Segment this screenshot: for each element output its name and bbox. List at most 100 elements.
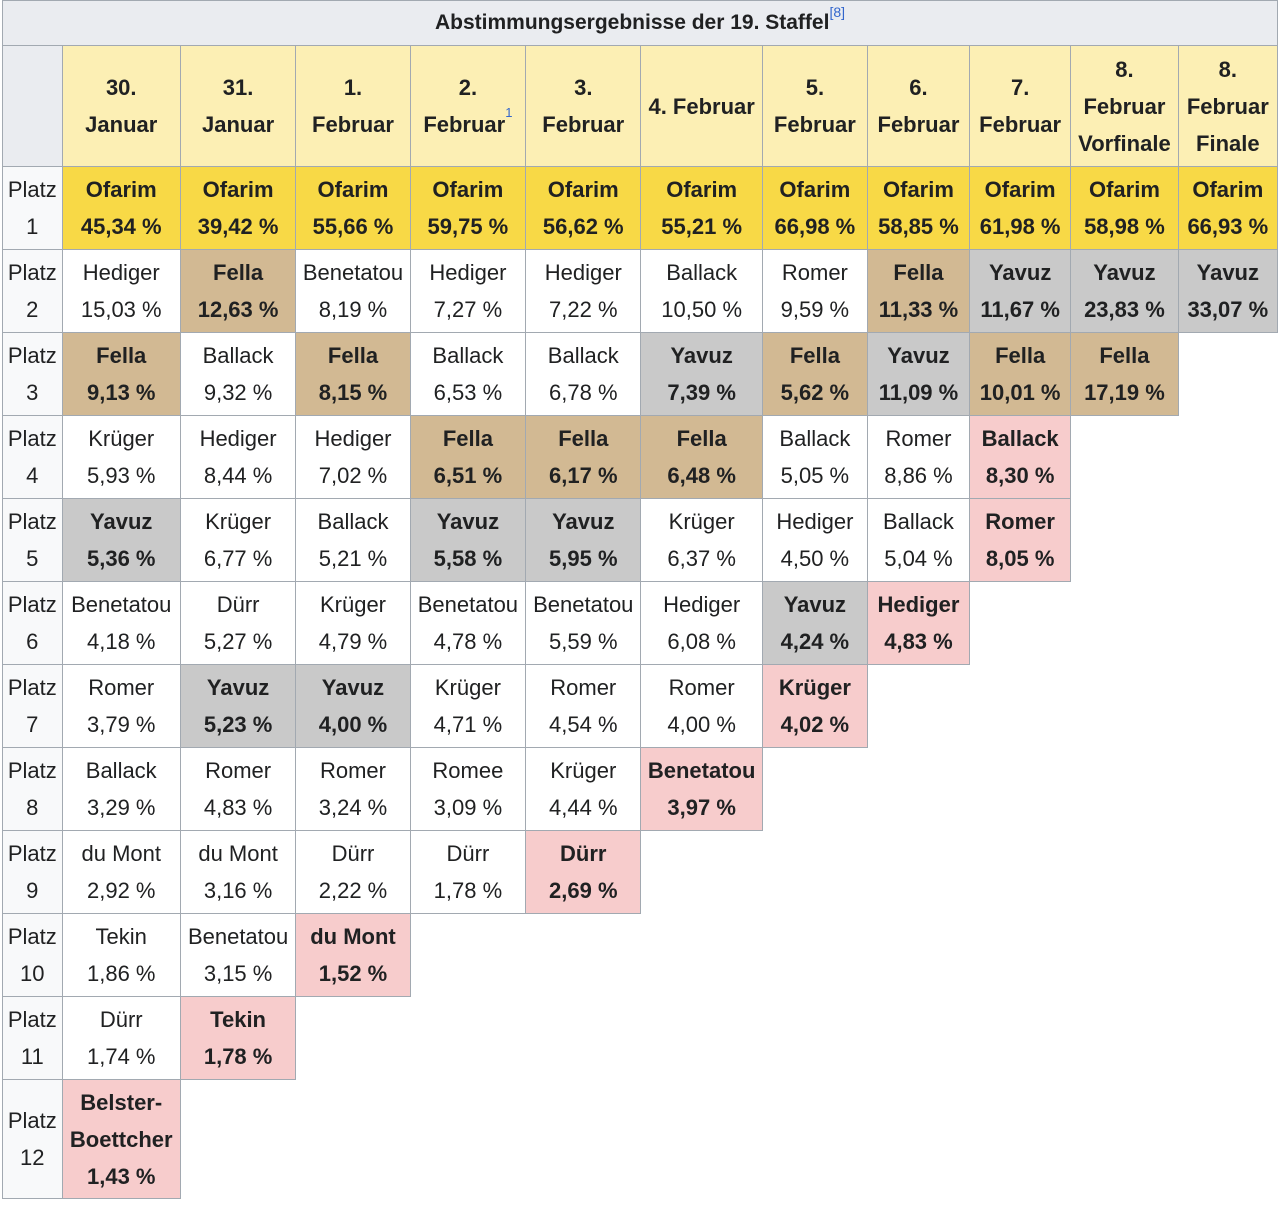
vote-percentage: 5,36 %	[86, 546, 156, 571]
caption-reference-link[interactable]: [8]	[829, 4, 846, 20]
result-cell: Yavuz 5,36 %	[61, 498, 181, 582]
date-header-text: Februar	[1083, 93, 1166, 119]
vote-percentage: 8,30 %	[985, 463, 1055, 488]
vote-percentage: 3,29 %	[86, 795, 156, 820]
result-cell: Hediger 7,22 %	[525, 249, 642, 333]
vote-percentage: 4,50 %	[780, 546, 850, 571]
vote-percentage: 55,21 %	[661, 214, 743, 239]
rank-label-text: 1	[26, 214, 39, 239]
rank-label-text: 9	[26, 878, 39, 903]
vote-percentage: 5,04 %	[884, 546, 953, 571]
candidate-name: Ballack	[85, 758, 157, 783]
vote-percentage: 5,58 %	[433, 546, 503, 571]
candidate-name: du Mont	[310, 924, 396, 949]
result-cell: Ballack 3,29 %	[61, 747, 181, 831]
vote-percentage: 4,83 %	[203, 795, 273, 820]
rank-label: Platz 9	[2, 830, 63, 914]
empty-cell	[1178, 332, 1278, 416]
empty-cell	[1070, 830, 1179, 914]
candidate-name: Ofarim	[779, 177, 851, 202]
corner-cell	[2, 45, 63, 167]
rank-label-text: 11	[20, 1044, 44, 1069]
empty-cell	[969, 996, 1071, 1080]
result-cell: Hediger 4,50 %	[761, 498, 868, 582]
result-cell: Dürr 2,22 %	[295, 830, 411, 914]
empty-cell	[525, 913, 641, 997]
result-cell: Fella 6,17 %	[525, 415, 642, 499]
empty-cell	[969, 581, 1071, 665]
vote-percentage: 2,22 %	[318, 878, 388, 903]
candidate-name: Ballack	[317, 509, 389, 534]
empty-cell	[1070, 1079, 1179, 1199]
empty-cell	[762, 996, 868, 1080]
result-cell: Yavuz 33,07 %	[1177, 249, 1278, 333]
candidate-name: Ofarim	[984, 177, 1056, 202]
result-cell: Romer 4,83 %	[179, 747, 297, 831]
vote-percentage: 5,05 %	[780, 463, 850, 488]
result-cell: Hediger 7,02 %	[295, 415, 411, 499]
empty-cell	[1070, 415, 1179, 499]
date-header-text: Februar	[773, 112, 856, 137]
candidate-name: Ofarim	[1192, 177, 1264, 202]
table-row: Platz 3 Fella 9,13 % Ballack 9,32 % Fella 8,15 …	[2, 332, 1278, 416]
date-header-text: Februar	[312, 112, 394, 137]
vote-percentage: 8,19 %	[318, 297, 388, 322]
empty-cell	[1070, 498, 1179, 582]
candidate-name: Ballack	[202, 343, 274, 368]
rank-label: Platz 2	[2, 249, 63, 333]
result-cell: Ofarim 66,93 %	[1177, 166, 1278, 250]
result-cell: Ofarim 55,21 %	[640, 166, 763, 250]
rank-label: Platz 11	[2, 996, 63, 1080]
candidate-name: Fella	[789, 343, 840, 368]
date-header-text: Finale	[1196, 130, 1260, 156]
candidate-name: Hediger	[199, 426, 277, 451]
empty-cell	[1178, 913, 1278, 997]
result-cell: Fella 17,19 %	[1070, 332, 1179, 416]
empty-cell	[410, 1079, 526, 1199]
vote-percentage: 6,53 %	[433, 380, 503, 405]
rank-label-text: Platz	[7, 177, 57, 202]
candidate-name: Ofarim	[317, 177, 389, 202]
vote-percentage: 1,52 %	[318, 961, 388, 986]
vote-percentage: 1,43 %	[86, 1163, 156, 1189]
candidate-name: du Mont	[81, 841, 161, 866]
candidate-name: Fella	[893, 260, 944, 285]
candidate-name: Hediger	[82, 260, 160, 285]
candidate-name: Yavuz	[436, 509, 500, 534]
footnote-link[interactable]: 1	[505, 105, 513, 120]
candidate-name: Yavuz	[552, 509, 615, 534]
vote-percentage: 33,07 %	[1187, 297, 1269, 322]
rank-label: Platz 4	[2, 415, 63, 499]
candidate-name: Belster-	[80, 1089, 163, 1115]
rank-label-text: 8	[26, 795, 39, 820]
candidate-name: Ballack	[547, 343, 619, 368]
candidate-name: Boettcher	[69, 1126, 173, 1152]
rank-label: Platz 8	[2, 747, 63, 831]
candidate-name: Dürr	[331, 841, 375, 866]
result-cell: Fella 12,63 %	[179, 249, 297, 333]
result-cell: Krüger 4,71 %	[409, 664, 527, 748]
date-header-text: 7.	[1010, 75, 1030, 100]
result-cell: Romer 3,24 %	[295, 747, 411, 831]
result-cell: Ballack 5,04 %	[866, 498, 971, 582]
rank-label-text: 7	[26, 712, 39, 737]
date-header-text: 1.	[343, 75, 363, 100]
rank-label-text: Platz	[7, 924, 57, 949]
result-cell: Ofarim 39,42 %	[179, 166, 297, 250]
empty-cell	[762, 1079, 868, 1199]
candidate-name: Ofarim	[666, 177, 738, 202]
empty-cell	[295, 1079, 411, 1199]
vote-percentage: 4,00 %	[318, 712, 388, 737]
vote-percentage: 4,44 %	[549, 795, 618, 820]
empty-cell	[180, 1079, 296, 1199]
result-cell: Ofarim 66,98 %	[761, 166, 868, 250]
result-cell: Fella 6,48 %	[640, 415, 763, 499]
vote-percentage: 3,97 %	[667, 795, 736, 820]
rank-label: Platz 3	[2, 332, 63, 416]
result-cell: Ofarim 55,66 %	[295, 166, 411, 250]
date-header: 5. Februar	[761, 45, 868, 167]
result-cell: Fella 8,15 %	[295, 332, 411, 416]
result-cell: Krüger 6,37 %	[640, 498, 763, 582]
empty-cell	[1070, 581, 1179, 665]
vote-percentage: 3,24 %	[318, 795, 388, 820]
